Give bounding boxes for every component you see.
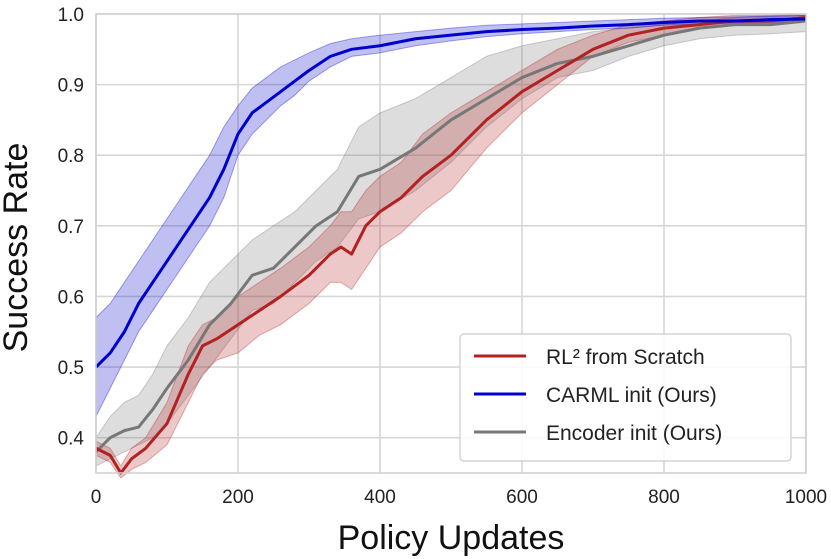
x-axis-ticks: 0 200 400 600 800 1000 [91,487,827,508]
y-tick-label: 0.8 [58,146,84,167]
x-tick-label: 200 [222,487,254,508]
legend-label-carml: CARML init (Ours) [546,384,717,407]
x-tick-label: 400 [364,487,396,508]
x-axis-title: Policy Updates [338,519,565,557]
legend-label-encoder: Encoder init (Ours) [546,422,722,445]
y-tick-label: 0.6 [58,287,84,308]
x-tick-label: 600 [506,487,538,508]
legend-box [459,333,792,462]
y-tick-label: 0.5 [58,358,84,379]
plot-frame [95,13,807,474]
y-axis-ticks: 0.4 0.5 0.6 0.7 0.8 0.9 1.0 [58,5,85,450]
line-series-0 [95,16,807,475]
x-tick-label: 0 [91,487,102,508]
y-tick-label: 0.4 [58,429,85,450]
x-tick-label: 1000 [785,487,827,508]
legend-label-rl2: RL² from Scratch [546,346,705,369]
line-series-1 [94,17,807,369]
y-tick-label: 0.9 [58,76,84,97]
y-tick-label: 1.0 [58,5,84,26]
series-lines [94,16,807,475]
x-tick-label: 800 [648,487,680,508]
y-axis-title: Success Rate [0,143,35,353]
legend: RL² from Scratch CARML init (Ours) Encod… [459,333,792,462]
y-tick-label: 0.7 [58,217,84,238]
line-series-2 [94,19,807,453]
